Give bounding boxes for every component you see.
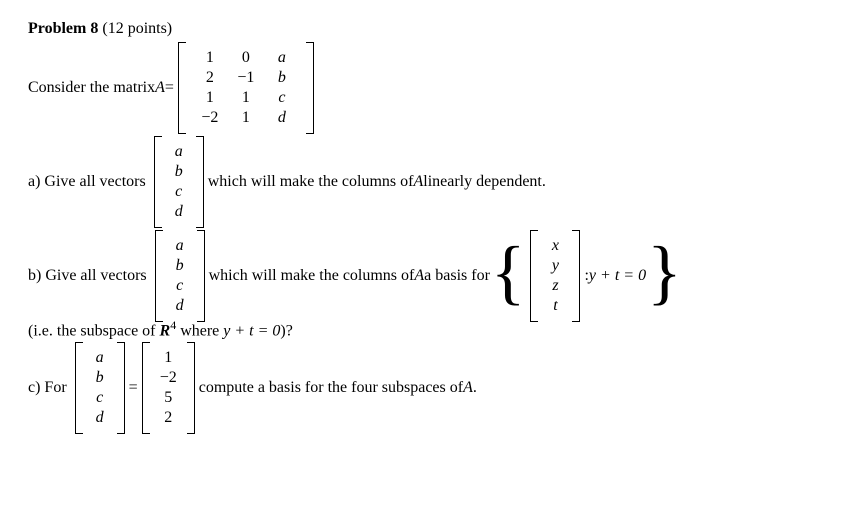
part-a-var: A bbox=[413, 173, 423, 191]
problem-points: (12 points) bbox=[102, 20, 172, 37]
vector-abcd-c: a b c d bbox=[75, 342, 125, 434]
part-b: b) Give all vectors a b c d which will m… bbox=[28, 230, 839, 322]
part-c: c) For a b c d = 1 −2 5 2 compute a basi… bbox=[28, 342, 839, 434]
part-a-after: which will make the columns of bbox=[208, 173, 414, 191]
bracket-right bbox=[306, 42, 314, 134]
part-a: a) Give all vectors a b c d which will m… bbox=[28, 136, 839, 228]
note-pre: (i.e. the subspace of bbox=[28, 322, 160, 339]
problem-title: Problem 8 bbox=[28, 20, 98, 37]
part-a-end: linearly dependent. bbox=[423, 173, 546, 191]
cond: y + t = 0 bbox=[589, 267, 646, 285]
matrix-body: 1 0 a 2 −1 b 1 1 c −2 1 d bbox=[186, 42, 306, 134]
part-c-var: A bbox=[463, 379, 473, 397]
part-b-var: A bbox=[414, 267, 424, 285]
brace-right: } bbox=[647, 236, 682, 308]
vector-abcd-b: a b c d bbox=[155, 230, 205, 322]
vector-vals: 1 −2 5 2 bbox=[142, 342, 195, 434]
note-space: R bbox=[160, 322, 171, 339]
part-b-note: (i.e. the subspace of R4 where y + t = 0… bbox=[28, 318, 839, 340]
part-b-after: which will make the columns of bbox=[209, 267, 415, 285]
intro-pre: Consider the matrix bbox=[28, 79, 155, 97]
vector-abcd-a: a b c d bbox=[154, 136, 204, 228]
part-b-end: a basis for bbox=[424, 267, 490, 285]
part-b-label: b) Give all vectors bbox=[28, 267, 147, 285]
part-c-after: compute a basis for the four subspaces o… bbox=[199, 379, 463, 397]
intro-var: A bbox=[155, 79, 165, 97]
brace-left: { bbox=[491, 236, 526, 308]
problem-header: Problem 8 (12 points) bbox=[28, 20, 839, 38]
part-c-label: c) For bbox=[28, 379, 67, 397]
intro-line: Consider the matrix A = 1 0 a 2 −1 b 1 1… bbox=[28, 42, 839, 134]
part-c-eq: = bbox=[129, 379, 138, 397]
part-c-end: . bbox=[473, 379, 477, 397]
intro-eq: = bbox=[165, 79, 174, 97]
bracket-left bbox=[178, 42, 186, 134]
note-eq: y + t = 0 bbox=[223, 322, 280, 339]
vector-xyzt: x y z t bbox=[530, 230, 580, 322]
note-end: )? bbox=[280, 322, 292, 339]
part-a-label: a) Give all vectors bbox=[28, 173, 146, 191]
note-post: where bbox=[176, 322, 223, 339]
matrix-A: 1 0 a 2 −1 b 1 1 c −2 1 d bbox=[178, 42, 314, 134]
